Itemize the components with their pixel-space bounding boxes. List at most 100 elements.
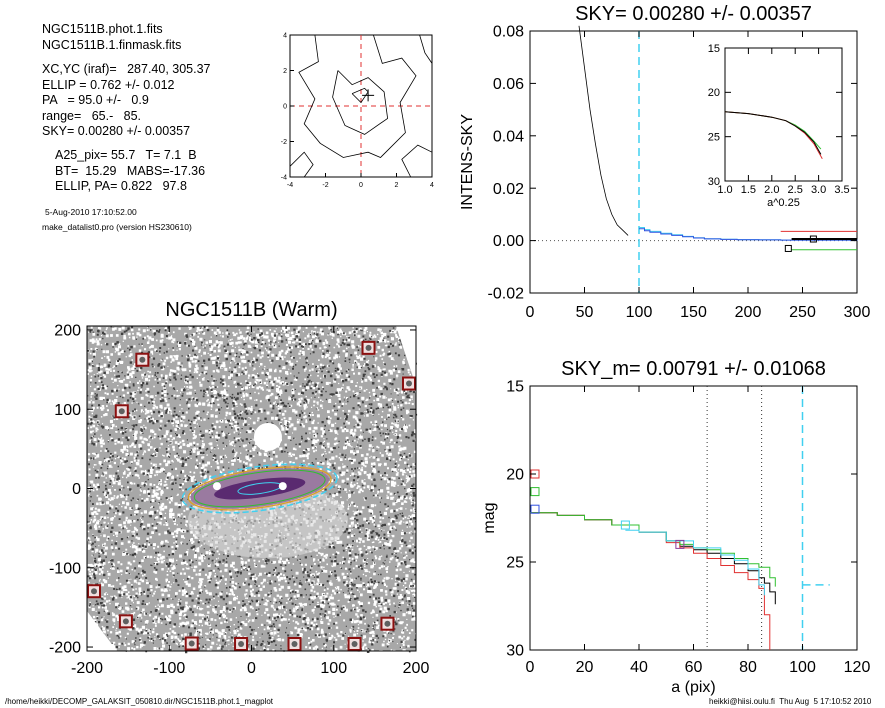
inset-xtick-label: 1.5 bbox=[741, 184, 756, 196]
inset-ytick-label: 25 bbox=[708, 132, 720, 144]
contour-line bbox=[401, 144, 433, 178]
sky-xtick-label: 200 bbox=[735, 304, 762, 321]
contour-line bbox=[298, 34, 417, 158]
bt-info: BT= 15.29 MABS=-17.36 bbox=[55, 164, 206, 178]
sky-xtick-label: 300 bbox=[844, 304, 871, 321]
inset-ytick-label: 20 bbox=[708, 87, 720, 99]
mask-star bbox=[139, 356, 146, 363]
inset-ytick-label: 15 bbox=[708, 43, 720, 55]
footer-path: /home/heikki/DECOMP_GALAKSIT_050810.dir/… bbox=[5, 697, 273, 706]
image-ytick-label: 100 bbox=[54, 402, 81, 419]
inset-ytick-label: 30 bbox=[708, 176, 720, 188]
sky-xtick-label: 100 bbox=[626, 304, 653, 321]
masked-star bbox=[278, 482, 287, 491]
ellipse-outer bbox=[181, 463, 338, 514]
sky-xtick-label: 50 bbox=[576, 304, 594, 321]
mag-plot-frame bbox=[529, 385, 858, 651]
sky-ytick-label: -0.02 bbox=[488, 286, 525, 303]
mask-star bbox=[91, 588, 97, 595]
mag-ytick-label: 20 bbox=[506, 467, 524, 484]
mask-star bbox=[238, 641, 245, 647]
mag-ytick-label: 25 bbox=[506, 555, 524, 572]
sky-xtick-label: 150 bbox=[680, 304, 707, 321]
sky-step-blue bbox=[639, 228, 858, 241]
image-ytick-label: 200 bbox=[54, 323, 81, 340]
fits-filename: NGC1511B.phot.1.fits bbox=[42, 22, 163, 36]
image-noise-dark bbox=[87, 326, 418, 654]
mag-xtick-label: 0 bbox=[526, 659, 535, 676]
sky-ytick-label: 0.04 bbox=[493, 128, 524, 145]
contour-ytick-label: 4 bbox=[283, 33, 287, 40]
masked-star bbox=[253, 422, 282, 451]
image-rotated-edge bbox=[396, 326, 416, 386]
image-ytick-label: -100 bbox=[49, 560, 81, 577]
mag-line-green bbox=[530, 512, 776, 587]
mag-marker-cyan bbox=[620, 520, 630, 530]
mask-filename: NGC1511B.1.finmask.fits bbox=[42, 38, 182, 52]
image-title: NGC1511B (Warm) bbox=[165, 299, 337, 321]
mag-marker-purple bbox=[675, 539, 685, 549]
inset-xlabel: a^0.25 bbox=[767, 197, 800, 209]
image-xtick-label: 0 bbox=[247, 660, 256, 677]
sky-ytick-label: 0.00 bbox=[493, 233, 524, 250]
contour-ytick-label: -4 bbox=[281, 175, 287, 182]
mask-star bbox=[384, 620, 391, 627]
contour-xtick-label: 0 bbox=[359, 182, 363, 189]
inset-xtick-label: 1.0 bbox=[717, 184, 732, 196]
inset-xtick-label: 2.5 bbox=[788, 184, 803, 196]
masked-star bbox=[212, 482, 221, 491]
fit-range: range= 65.- 85. bbox=[42, 109, 142, 123]
sky-ytick-label: 0.08 bbox=[493, 24, 524, 41]
mask-star bbox=[118, 408, 125, 415]
sky-ytick-label: 0.02 bbox=[493, 181, 524, 198]
sky-marker bbox=[784, 244, 792, 252]
mag-marker-green bbox=[530, 487, 540, 497]
contour-line bbox=[351, 87, 369, 104]
image-rotated-edge bbox=[87, 611, 117, 651]
mag-line-cyan bbox=[625, 529, 765, 596]
sky-ytick-label: 0.06 bbox=[493, 76, 524, 93]
contour-xtick-label: 4 bbox=[430, 182, 434, 189]
contour-xtick-label: 2 bbox=[395, 182, 399, 189]
ellipticity: ELLIP = 0.762 +/- 0.012 bbox=[42, 78, 175, 92]
mag-marker-blue bbox=[530, 504, 540, 514]
mask-star bbox=[188, 640, 195, 647]
image-xtick-label: -200 bbox=[71, 660, 103, 677]
contour-ytick-label: 0 bbox=[283, 104, 287, 111]
mask-star bbox=[122, 618, 129, 625]
mag-plot-title: SKY_m= 0.00791 +/- 0.01068 bbox=[561, 358, 826, 380]
image-ytick-label: 0 bbox=[72, 481, 81, 498]
contour-line bbox=[289, 151, 314, 178]
mask-star bbox=[351, 641, 358, 647]
ellip-pa-info: ELLIP, PA= 0.822 97.8 bbox=[55, 179, 187, 193]
mag-ytick-label: 30 bbox=[506, 643, 524, 660]
mag-xtick-label: 80 bbox=[739, 659, 757, 676]
image-xtick-label: 100 bbox=[320, 660, 347, 677]
sky-value: SKY= 0.00280 +/- 0.00357 bbox=[42, 124, 191, 138]
footer-user: heikki@hiisi.oulu.fi Thu Aug 5 17:10:52 … bbox=[709, 697, 872, 706]
image-ytick-label: -200 bbox=[49, 640, 81, 657]
sky-xtick-label: 250 bbox=[789, 304, 816, 321]
sky-profile-line bbox=[578, 25, 629, 236]
contour-xtick-label: -2 bbox=[322, 182, 328, 189]
mag-xtick-label: 60 bbox=[685, 659, 703, 676]
contour-ytick-label: 2 bbox=[283, 68, 287, 75]
mag-xtick-label: 20 bbox=[576, 659, 594, 676]
mag-line-red bbox=[530, 512, 771, 650]
mag-xtick-label: 40 bbox=[630, 659, 648, 676]
contour-ytick-label: -2 bbox=[281, 139, 287, 146]
sky-marker bbox=[809, 235, 817, 243]
ellipse-fit bbox=[187, 466, 332, 511]
ellipse-inner bbox=[193, 469, 326, 508]
contour-xtick-label: -4 bbox=[287, 182, 293, 189]
mask-star bbox=[406, 380, 412, 387]
inset-xtick-label: 3.5 bbox=[834, 184, 849, 196]
mag-xtick-label: 120 bbox=[844, 659, 871, 676]
timestamp: 5-Aug-2010 17:10:52.00 bbox=[45, 207, 137, 217]
position-angle: PA = 95.0 +/- 0.9 bbox=[42, 93, 149, 107]
contour-line bbox=[419, 34, 433, 64]
a25-info: A25_pix= 55.7 T= 7.1 B bbox=[55, 148, 197, 162]
sky-ylabel: INTENS-SKY bbox=[459, 114, 476, 210]
inset-xtick-label: 2.0 bbox=[764, 184, 779, 196]
